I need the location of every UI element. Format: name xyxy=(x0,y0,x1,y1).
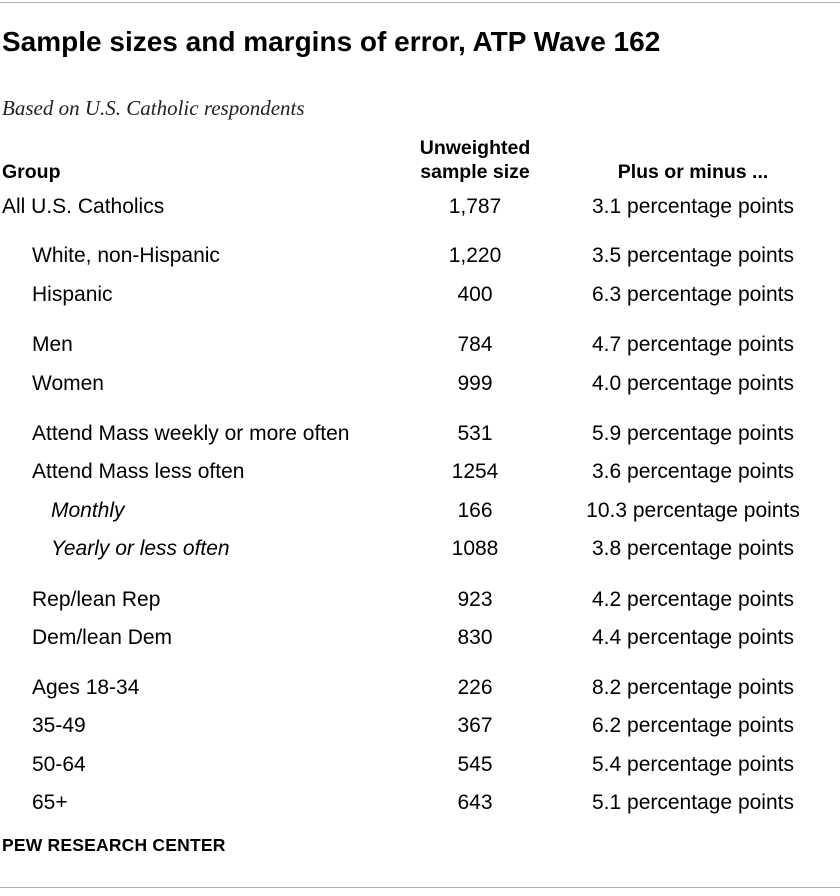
table-row: Attend Mass weekly or more often 531 5.9… xyxy=(0,421,840,447)
row-margin-of-error: 10.3 percentage points xyxy=(586,499,800,522)
row-label: 65+ xyxy=(32,791,68,814)
top-rule xyxy=(0,2,840,3)
row-margin-of-error: 5.4 percentage points xyxy=(592,753,794,776)
table-row: All U.S. Catholics 1,787 3.1 percentage … xyxy=(0,194,840,220)
table-row: Hispanic 400 6.3 percentage points xyxy=(0,282,840,308)
row-sample-size: 1088 xyxy=(451,537,499,560)
table-row: 35-49 367 6.2 percentage points xyxy=(0,713,840,739)
row-margin-of-error: 5.9 percentage points xyxy=(592,422,794,445)
row-margin-of-error: 4.0 percentage points xyxy=(592,372,794,395)
row-label: 50-64 xyxy=(32,753,86,776)
row-margin-of-error: 3.1 percentage points xyxy=(592,195,794,218)
table-row: Dem/lean Dem 830 4.4 percentage points xyxy=(0,625,840,651)
row-sample-size: 784 xyxy=(457,333,493,356)
row-sample-size: 643 xyxy=(457,791,493,814)
row-label: Dem/lean Dem xyxy=(32,626,173,649)
table-row: 65+ 643 5.1 percentage points xyxy=(0,790,840,816)
row-label: All U.S. Catholics xyxy=(2,195,165,218)
row-label: Yearly or less often xyxy=(51,537,230,560)
row-margin-of-error: 8.2 percentage points xyxy=(592,676,794,699)
row-margin-of-error: 3.6 percentage points xyxy=(592,460,794,483)
row-sample-size: 545 xyxy=(457,753,493,776)
table-row: Men 784 4.7 percentage points xyxy=(0,332,840,358)
row-label: Hispanic xyxy=(32,283,113,306)
row-sample-size: 1254 xyxy=(451,460,499,483)
row-sample-size: 1,787 xyxy=(448,195,502,218)
row-label: Rep/lean Rep xyxy=(32,588,161,611)
table-row: Ages 18-34 226 8.2 percentage points xyxy=(0,675,840,701)
row-sample-size: 367 xyxy=(457,714,493,737)
row-sample-size: 166 xyxy=(457,499,493,522)
row-label: Women xyxy=(32,372,104,395)
header-sample-size-line1: Unweighted xyxy=(419,137,531,159)
bottom-rule xyxy=(0,887,840,888)
row-margin-of-error: 6.2 percentage points xyxy=(592,714,794,737)
table-row: Yearly or less often 1088 3.8 percentage… xyxy=(0,536,840,562)
row-sample-size: 531 xyxy=(457,422,493,445)
page-title: Sample sizes and margins of error, ATP W… xyxy=(2,26,661,57)
header-sample-size-line2: sample size xyxy=(420,161,530,183)
table-row: White, non-Hispanic 1,220 3.5 percentage… xyxy=(0,243,840,269)
table-row: Attend Mass less often 1254 3.6 percenta… xyxy=(0,459,840,485)
header-margin-of-error: Plus or minus ... xyxy=(617,161,769,183)
table-row: Rep/lean Rep 923 4.2 percentage points xyxy=(0,587,840,613)
row-margin-of-error: 3.5 percentage points xyxy=(592,244,794,267)
row-sample-size: 830 xyxy=(457,626,493,649)
row-label: Men xyxy=(32,333,73,356)
row-sample-size: 923 xyxy=(457,588,493,611)
row-label: 35-49 xyxy=(32,714,86,737)
row-margin-of-error: 4.2 percentage points xyxy=(592,588,794,611)
row-label: Monthly xyxy=(51,499,125,522)
row-margin-of-error: 4.7 percentage points xyxy=(592,333,794,356)
row-sample-size: 999 xyxy=(457,372,493,395)
row-margin-of-error: 4.4 percentage points xyxy=(592,626,794,649)
row-margin-of-error: 3.8 percentage points xyxy=(592,537,794,560)
subtitle: Based on U.S. Catholic respondents xyxy=(2,96,305,120)
row-label: Attend Mass less often xyxy=(32,460,245,483)
header-group: Group xyxy=(2,161,61,183)
table-row: Women 999 4.0 percentage points xyxy=(0,371,840,397)
row-sample-size: 1,220 xyxy=(448,244,502,267)
row-label: White, non-Hispanic xyxy=(32,244,220,267)
row-margin-of-error: 5.1 percentage points xyxy=(592,791,794,814)
table-row: Monthly 166 10.3 percentage points xyxy=(0,498,840,524)
row-label: Attend Mass weekly or more often xyxy=(32,422,350,445)
table-row: 50-64 545 5.4 percentage points xyxy=(0,752,840,778)
row-margin-of-error: 6.3 percentage points xyxy=(592,283,794,306)
source-credit: PEW RESEARCH CENTER xyxy=(2,835,226,855)
row-label: Ages 18-34 xyxy=(32,676,140,699)
row-sample-size: 226 xyxy=(457,676,493,699)
header-sample-size: Unweighted sample size xyxy=(395,136,555,184)
row-sample-size: 400 xyxy=(457,283,493,306)
